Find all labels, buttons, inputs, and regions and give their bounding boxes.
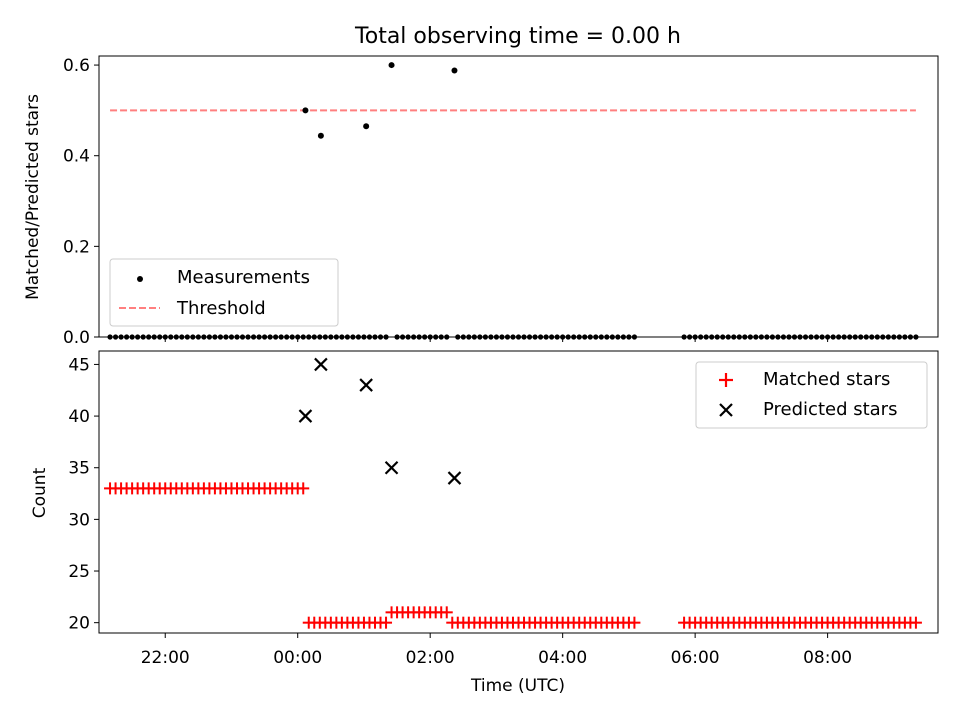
matched-star-point <box>380 616 393 629</box>
top-axes: 0.0 0.2 0.4 0.6 <box>63 56 829 348</box>
predicted-star-point <box>298 409 313 423</box>
top-y-tick-label: 0.0 <box>63 328 90 348</box>
legend-measurements-label: Measurements <box>177 267 310 288</box>
bottom-y-tick-label: 40 <box>68 407 90 427</box>
top-plot-panel: 0.0 0.2 0.4 0.6 Matched/Predicted stars Mea… <box>23 55 939 348</box>
x-tick-label: 22:00 <box>141 648 190 668</box>
x-tick-label: 00:00 <box>273 648 322 668</box>
x-tick-label: 02:00 <box>406 648 455 668</box>
measurement-point <box>451 67 458 74</box>
matched-star-point <box>909 616 922 629</box>
legend-measurements-marker <box>137 276 143 282</box>
bottom-y-tick-label: 20 <box>68 614 90 634</box>
predicted-star-point <box>359 378 373 392</box>
x-tick-label: 08:00 <box>803 648 852 668</box>
top-y-tick-label: 0.4 <box>63 147 90 167</box>
top-plot-frame <box>98 55 939 338</box>
matched-star-point <box>440 606 453 619</box>
bottom-legend-box <box>695 361 928 429</box>
measurement-point <box>363 123 370 130</box>
measurement-point <box>317 132 324 139</box>
predicted-star-point <box>447 471 462 485</box>
x-tick-label: 04:00 <box>538 648 587 668</box>
top-legend: Measurements Threshold <box>109 258 339 327</box>
top-y-tick-label: 0.6 <box>63 56 90 76</box>
legend-matched-marker <box>719 373 733 387</box>
top-legend-box <box>109 258 339 327</box>
legend-matched-label: Matched stars <box>763 369 890 390</box>
measurement-point <box>388 62 395 69</box>
measurement-point <box>302 107 309 114</box>
bottom-data-layer <box>104 357 922 629</box>
bottom-plot-frame <box>98 350 939 634</box>
legend-predicted-marker <box>719 403 733 417</box>
bottom-y-axis-label: Count <box>30 467 50 518</box>
top-data-layer <box>107 62 919 340</box>
x-tick-label: 06:00 <box>671 648 720 668</box>
bottom-y-tick-label: 35 <box>68 459 90 479</box>
predicted-star-point <box>384 460 399 475</box>
bottom-y-tick-label: 30 <box>68 510 90 530</box>
bottom-legend: Matched stars Predicted stars <box>695 361 928 429</box>
top-y-tick-label: 0.2 <box>63 237 90 257</box>
matched-star-point <box>628 616 641 629</box>
legend-threshold-label: Threshold <box>176 298 266 319</box>
bottom-axes: 20 25 30 35 40 45 22:00 00:00 02:00 04:00 06:00 08:… <box>68 355 852 668</box>
top-y-axis-label: Matched/Predicted stars <box>23 94 43 300</box>
bottom-y-tick-label: 45 <box>68 355 90 375</box>
legend-predicted-label: Predicted stars <box>763 399 897 420</box>
bottom-y-tick-label: 25 <box>68 562 90 582</box>
x-axis-label: Time (UTC) <box>470 676 565 696</box>
predicted-star-point <box>314 357 328 372</box>
matched-star-point <box>297 482 310 495</box>
bottom-plot-panel: 20 25 30 35 40 45 22:00 00:00 02:00 04:00 06:00 08:… <box>30 350 939 696</box>
chart-title: Total observing time = 0.00 h <box>354 24 681 49</box>
